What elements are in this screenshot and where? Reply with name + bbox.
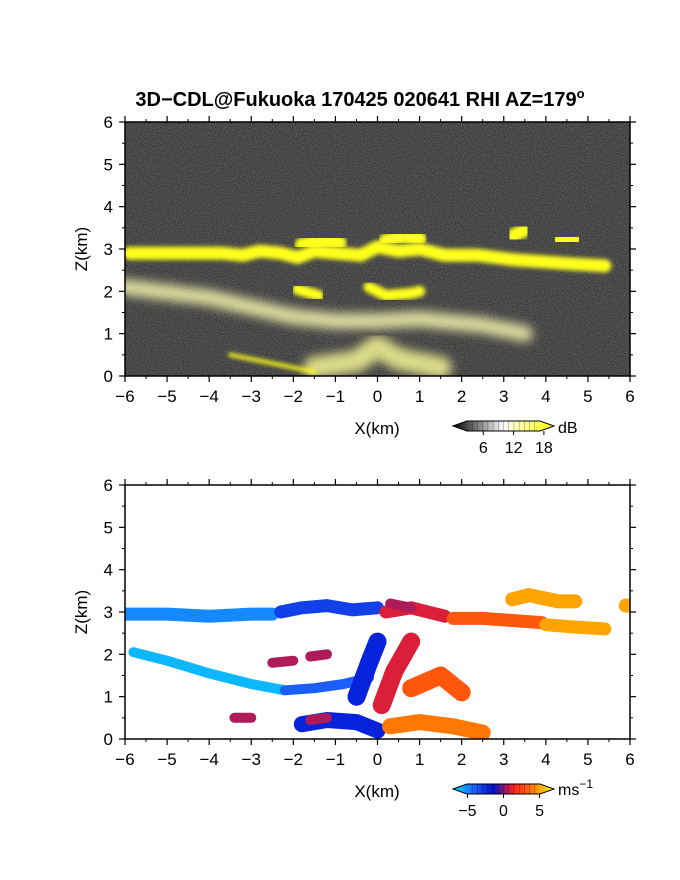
bottom-xtick-label: −4: [199, 750, 218, 769]
top-xtick-label: −2: [284, 387, 303, 406]
top-region-cloud-top-3: [505, 222, 532, 244]
bottom-xtick-label: 0: [373, 750, 382, 769]
bottom-xtick-label: −1: [326, 750, 345, 769]
title-superscript: o: [577, 86, 585, 101]
top-region-near-ground-return-9: [303, 335, 452, 376]
bottom-ytick-label: 0: [104, 730, 113, 749]
bottom-ytick-label: 4: [104, 561, 113, 580]
bottom-xlabel: X(km): [354, 782, 399, 801]
bottom-region-column-11: [402, 666, 471, 702]
bottom-xtick-label: −6: [115, 750, 134, 769]
top-region-cloud-top-2: [378, 229, 427, 248]
top-xtick-label: 0: [373, 387, 382, 406]
bottom-ytick-label: 3: [104, 603, 113, 622]
top-colorbar-unit: dB: [558, 420, 578, 437]
top-ytick-label: 2: [104, 282, 113, 301]
top-region-cloud-patch-6: [292, 283, 325, 302]
bottom-region-cloud-layer-0: [125, 607, 279, 623]
top-region-cloud-layer-0: [125, 240, 612, 273]
bottom-colorbar-unit-superscript: −1: [579, 777, 593, 791]
top-data-layer: [125, 222, 630, 376]
top-ytick-label: 0: [104, 367, 113, 386]
top-ytick-label: 6: [104, 113, 113, 132]
top-region-cloud-top-4: [551, 231, 583, 248]
top-xtick-label: 2: [457, 387, 466, 406]
bottom-xtick-label: 1: [415, 750, 424, 769]
bottom-xtick-label: −2: [284, 750, 303, 769]
top-xtick-label: 6: [625, 387, 634, 406]
top-xlabel: X(km): [354, 419, 399, 438]
bottom-panel: −6 −5 −4 −3 −2 −1 0 1 2 3 4 5 6 0 1 2 3 4 5 6 X(km) Z(km) m…: [72, 476, 636, 820]
top-xtick-label: −3: [242, 387, 261, 406]
top-ytick-label: 5: [104, 155, 113, 174]
top-region-aerosol-layer-8: [125, 279, 533, 342]
bottom-region-cloud-layer-1: [274, 599, 384, 619]
bottom-colorbar-tick-label: 0: [499, 803, 508, 820]
top-region-cloud-top-1: [294, 233, 347, 252]
top-xtick-label: −4: [199, 387, 218, 406]
bottom-ytick-label: 5: [104, 518, 113, 537]
bottom-xtick-label: 2: [457, 750, 466, 769]
bottom-ytick-label: 6: [104, 476, 113, 495]
bottom-xtick-label: −5: [157, 750, 176, 769]
top-colorbar: dB 6 12 18: [451, 420, 578, 457]
bottom-region-cloud-layer-4: [539, 618, 612, 636]
top-colorbar-tick-label: 6: [479, 440, 488, 457]
top-xtick-label: 5: [583, 387, 592, 406]
bottom-region-patch-15: [305, 649, 332, 662]
bottom-ticks: −6 −5 −4 −3 −2 −1 0 1 2 3 4 5 6 0 1 2 3 4 5 6: [104, 476, 636, 769]
bottom-region-cloud-top-5: [505, 588, 583, 609]
bottom-xtick-label: 5: [583, 750, 592, 769]
bottom-colorbar-unit: ms−1: [558, 777, 593, 799]
top-region-ground-line-10: [228, 352, 317, 374]
top-xtick-label: 4: [541, 387, 550, 406]
bottom-region-column-9: [347, 632, 387, 706]
top-xtick-label: −6: [115, 387, 134, 406]
bottom-ytick-label: 2: [104, 645, 113, 664]
bottom-region-patch-16: [305, 712, 332, 725]
top-colorbar-tick-label: 12: [505, 440, 523, 457]
bottom-ylabel: Z(km): [72, 590, 91, 634]
chart-title: 3D−CDL@Fukuoka 170425 020641 RHI AZ=179o: [135, 86, 584, 111]
bottom-xtick-label: 3: [499, 750, 508, 769]
bottom-xtick-label: −3: [242, 750, 261, 769]
bottom-colorbar-tick-label: −5: [458, 803, 476, 820]
bottom-xtick-label: 4: [541, 750, 550, 769]
top-ytick-label: 4: [104, 198, 113, 217]
top-ytick-label: 1: [104, 325, 113, 344]
bottom-region-near-ground-13: [382, 714, 491, 739]
top-xtick-label: −5: [157, 387, 176, 406]
bottom-region-column-10: [372, 632, 421, 715]
bottom-colorbar: ms−1 −5 0 5: [451, 777, 593, 820]
bottom-region-patch-18: [385, 598, 417, 613]
bottom-data-layer: [125, 588, 630, 739]
bottom-region-patch-14: [267, 655, 299, 668]
top-xtick-label: 3: [499, 387, 508, 406]
top-xtick-label: −1: [326, 387, 345, 406]
top-ytick-label: 3: [104, 240, 113, 259]
top-colorbar-tick-label: 18: [535, 440, 553, 457]
bottom-colorbar-tick-label: 5: [535, 803, 544, 820]
top-xtick-label: 1: [415, 387, 424, 406]
top-ticks: −6 −5 −4 −3 −2 −1 0 1 2 3 4 5 6 0 1 2 3 4 5 6: [104, 113, 636, 406]
bottom-region-cloud-layer-3: [446, 611, 549, 630]
bottom-ytick-label: 1: [104, 688, 113, 707]
bottom-region-aerosol-layer-7: [128, 647, 290, 696]
bottom-xtick-label: 6: [625, 750, 634, 769]
top-ylabel: Z(km): [72, 227, 91, 271]
top-region-cloud-patch-7: [363, 281, 426, 302]
